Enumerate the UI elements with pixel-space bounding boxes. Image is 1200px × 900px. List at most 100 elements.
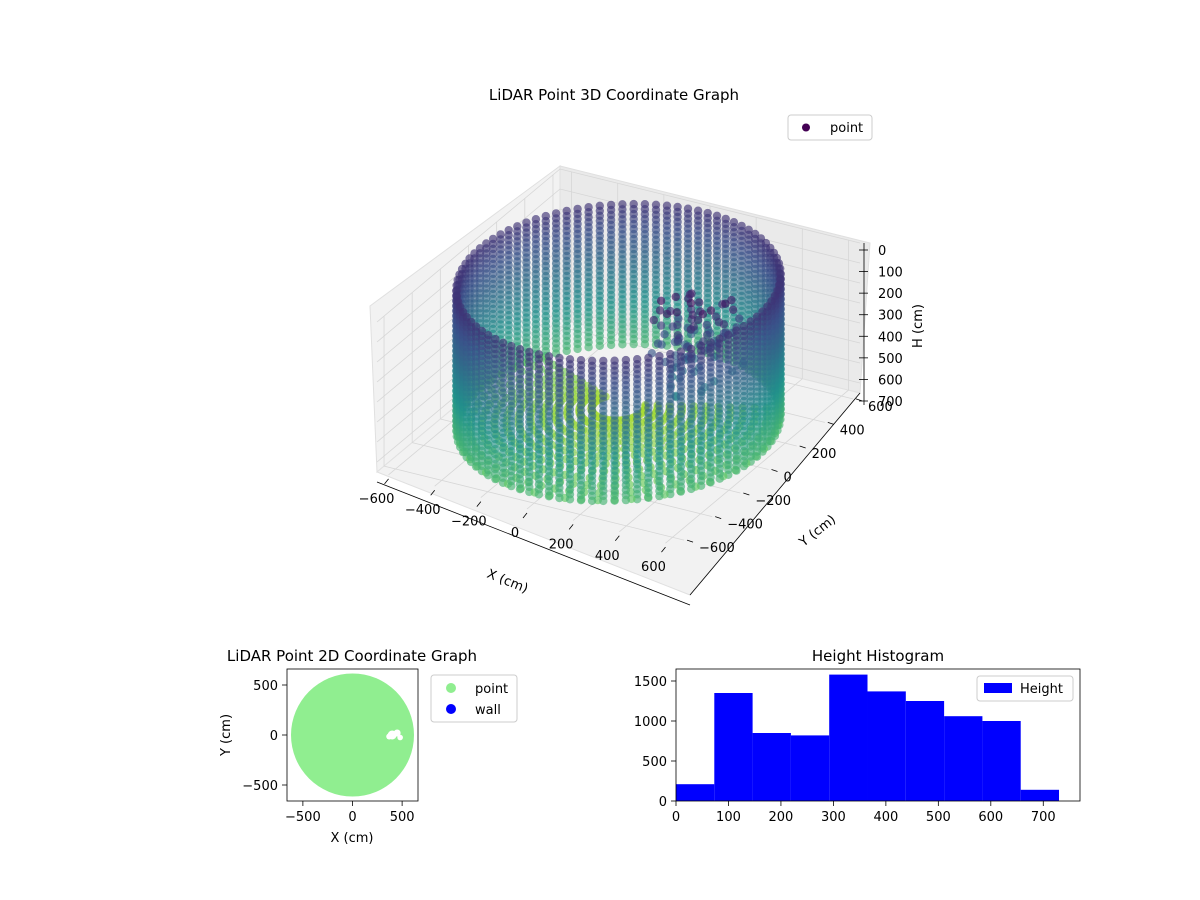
y-tick-mark-3d (771, 469, 778, 472)
point-3d (534, 490, 544, 499)
point-3d (656, 296, 666, 305)
point-3d (595, 341, 604, 350)
point-3d (660, 330, 669, 339)
y-tick-label-3d: 400 (840, 423, 865, 438)
chart2d-title: LiDAR Point 2D Coordinate Graph (227, 647, 477, 665)
histogram-bar (905, 701, 945, 801)
point-3d (618, 340, 627, 349)
obstacle-gap (386, 733, 393, 740)
point-3d (644, 493, 653, 502)
obstacle-gap (397, 734, 403, 741)
z-tick-label-3d: 400 (878, 330, 903, 345)
x-tick-label-3d: 600 (641, 560, 666, 575)
point-3d (674, 314, 683, 323)
x-tick-label-hist: 100 (716, 810, 741, 825)
point-3d (721, 299, 730, 308)
point-3d (656, 321, 666, 330)
histogram-title: Height Histogram (812, 647, 944, 665)
point-3d (706, 306, 716, 315)
scatter3d-chart: LiDAR Point 3D Coordinate Graph −600 −400… (359, 86, 926, 606)
y-tick-label-3d: −200 (755, 494, 791, 509)
x-tick-mark-3d (384, 478, 389, 485)
z-tick-label-3d: 100 (878, 266, 903, 281)
z-tick-label-3d: 700 (878, 395, 903, 410)
z-tick-label-3d: 600 (878, 373, 903, 388)
x-tick-label-hist: 0 (672, 810, 680, 825)
point-3d (629, 339, 638, 349)
x-tick-mark-3d (661, 546, 666, 553)
y-tick-label-hist: 1500 (634, 675, 667, 690)
point-3d (584, 343, 593, 352)
y-tick-mark-3d (686, 539, 694, 543)
x-tick-mark-3d (614, 535, 620, 542)
point-3d (544, 492, 554, 501)
point-3d (694, 298, 704, 307)
x-tick-mark-3d (568, 524, 574, 530)
x-tick-label-3d: −400 (405, 503, 441, 518)
point-3d (576, 496, 586, 505)
point-3d (484, 471, 493, 480)
point-3d (687, 484, 696, 494)
point-3d (562, 346, 571, 356)
point-3d (735, 314, 744, 323)
scatter2d-chart: LiDAR Point 2D Coordinate Graph −500 0 500… (219, 647, 518, 846)
y-tick-mark-3d (827, 422, 834, 425)
x-tick-mark-3d (522, 512, 528, 519)
legend-2d: point wall (430, 674, 518, 723)
x-tick-label-3d: 200 (549, 537, 574, 552)
y-tick-label-hist: 500 (642, 755, 667, 770)
point-3d (673, 331, 682, 340)
z-tick-label-3d: 300 (878, 309, 903, 324)
point-3d (662, 309, 672, 319)
legend-label-height: Height (1020, 682, 1063, 697)
legend-swatch-height (984, 683, 1012, 693)
point-3d (507, 481, 516, 491)
point-3d (672, 308, 681, 317)
z-axis-label-3d: H (cm) (911, 304, 926, 348)
point-3d (555, 493, 564, 503)
y-tick-mark-3d (855, 398, 863, 402)
point-3d (565, 495, 575, 504)
y-axis-label-3d: Y (cm) (796, 512, 839, 550)
x-axis-label-3d: X (cm) (485, 567, 530, 597)
point-3d (640, 340, 650, 349)
point-3d (686, 325, 696, 334)
legend-label-wall-2d: wall (475, 703, 501, 718)
z-tick-label-3d: 0 (878, 244, 886, 259)
x-ticks-2d: −500 0 500 (285, 801, 415, 825)
point-3d (719, 320, 729, 329)
x-tick-mark-3d (476, 501, 482, 507)
x-tick-label-3d: −600 (359, 492, 395, 507)
point-3d (729, 305, 738, 314)
point-3d (671, 292, 680, 302)
y-tick-label-3d: 600 (868, 400, 893, 415)
point-3d (752, 452, 762, 461)
point-3d (673, 337, 683, 346)
x-ticks-3d: −600 −400 −200 0 200 400 600 (359, 478, 666, 575)
z-tick-label-3d: 500 (878, 352, 903, 367)
histogram-bar (676, 784, 715, 801)
point-3d (715, 474, 724, 483)
y-axis-line (689, 392, 861, 596)
y-tick-mark-3d (743, 492, 750, 496)
histogram-bar (1020, 789, 1060, 801)
x-tick-mark-3d (430, 489, 436, 496)
histogram-bar (944, 716, 983, 801)
x-axis-label-2d: X (cm) (331, 831, 374, 846)
y-tick-label-3d: −400 (727, 518, 763, 533)
chart3d-title: LiDAR Point 3D Coordinate Graph (489, 86, 739, 104)
x-tick-label-2d: −500 (285, 810, 321, 825)
x-tick-label-hist: 300 (821, 810, 846, 825)
y-tick-mark-3d (715, 516, 722, 519)
point-3d (606, 340, 616, 350)
y-tick-label-2d: 0 (270, 729, 278, 744)
histogram-bars (676, 674, 1060, 801)
x-tick-label-3d: 0 (511, 526, 519, 541)
point-3d (727, 295, 736, 305)
histogram-bar (982, 721, 1021, 801)
x-tick-label-hist: 200 (769, 810, 794, 825)
point-3d (693, 315, 703, 325)
point-3d (739, 461, 749, 471)
y-ticks-hist: 0 500 1000 1500 (634, 675, 676, 810)
point-3d (599, 496, 608, 506)
